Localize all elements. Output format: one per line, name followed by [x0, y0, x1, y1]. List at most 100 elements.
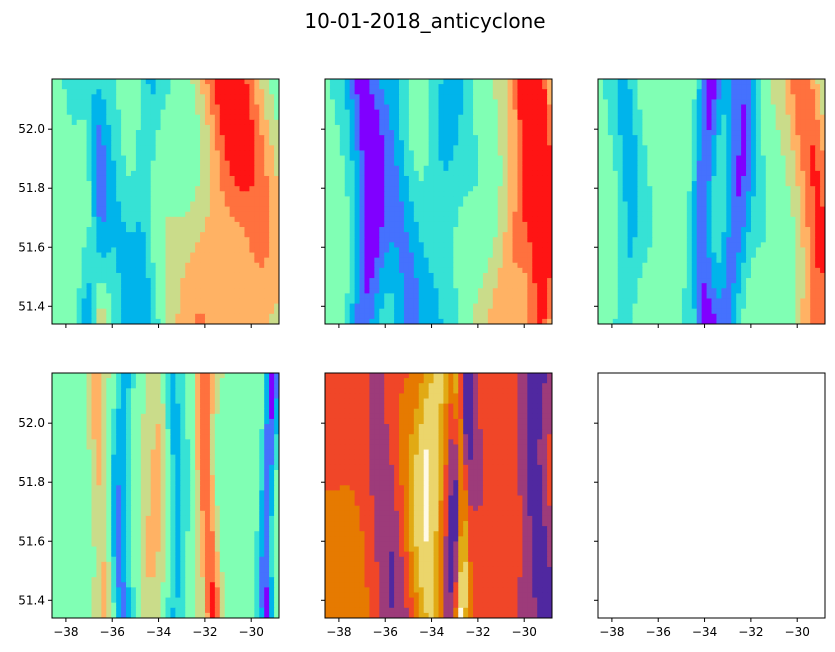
contour-cell — [56, 298, 63, 305]
contour-cell — [438, 155, 445, 162]
contour-cell — [497, 227, 504, 233]
contour-cell — [170, 206, 176, 213]
contour-cell — [408, 160, 415, 167]
contour-cell — [170, 216, 176, 223]
contour-cell — [56, 318, 63, 324]
contour-cell — [76, 191, 83, 197]
contour-cell — [81, 201, 88, 208]
contour-cell — [155, 288, 162, 294]
contour-cell — [622, 84, 629, 90]
contour-cell — [413, 283, 420, 289]
contour-cell — [140, 288, 147, 294]
contour-cell — [52, 298, 58, 305]
contour-cell — [517, 84, 523, 90]
contour-cell — [468, 119, 474, 126]
contour-cell — [219, 242, 226, 249]
contour-cell — [547, 124, 552, 131]
contour-cell — [71, 145, 78, 152]
contour-cell — [170, 130, 176, 136]
contour-cell — [359, 104, 366, 111]
contour-cell — [135, 221, 142, 228]
contour-cell — [224, 201, 231, 208]
contour-cell — [522, 313, 528, 320]
contour-cell — [160, 124, 167, 131]
contour-cell — [209, 232, 216, 238]
contour-cell — [209, 272, 216, 279]
contour-cell — [269, 252, 275, 259]
contour-cell — [487, 318, 494, 324]
contour-cell — [130, 181, 137, 187]
contour-cell — [547, 247, 552, 254]
contour-cell — [195, 298, 201, 305]
contour-cell — [497, 79, 504, 85]
contour-cell — [443, 175, 449, 182]
contour-cell — [150, 252, 157, 259]
contour-cell — [760, 104, 767, 111]
contour-cell — [56, 221, 63, 228]
contour-cell — [155, 262, 162, 269]
contour-cell — [190, 196, 196, 203]
contour-cell — [765, 89, 772, 95]
contour-cell — [239, 272, 246, 279]
contour-cell — [507, 201, 514, 208]
contour-cell — [374, 303, 380, 310]
contour-cell — [527, 303, 533, 310]
contour-cell — [339, 216, 346, 223]
contour-cell — [325, 318, 331, 324]
contour-cell — [394, 232, 400, 238]
contour-cell — [458, 293, 464, 300]
contour-cell — [369, 267, 375, 274]
contour-cell — [269, 278, 275, 284]
contour-cell — [200, 170, 206, 177]
contour-cell — [325, 89, 331, 95]
contour-cell — [334, 303, 341, 310]
contour-cell — [433, 79, 440, 85]
contour-cell — [760, 109, 767, 116]
contour-cell — [662, 84, 668, 90]
contour-cell — [239, 119, 246, 126]
contour-cell — [487, 84, 494, 90]
contour-cell — [254, 104, 260, 111]
contour-cell — [359, 252, 366, 259]
contour-cell — [145, 89, 152, 95]
contour-cell — [477, 150, 484, 157]
contour-cell — [374, 89, 380, 95]
contour-cell — [111, 104, 117, 111]
contour-cell — [468, 84, 474, 90]
contour-cell — [721, 89, 727, 95]
contour-cell — [487, 303, 494, 310]
contour-cell — [805, 94, 811, 101]
contour-cell — [56, 267, 63, 274]
contour-cell — [121, 201, 127, 208]
contour-cell — [126, 130, 132, 136]
contour-cell — [507, 150, 514, 157]
contour-cell — [111, 216, 117, 223]
contour-cell — [274, 170, 279, 177]
contour-cell — [433, 191, 440, 197]
contour-cell — [785, 104, 792, 111]
contour-cell — [116, 206, 122, 213]
contour-cell — [477, 283, 484, 289]
contour-cell — [418, 227, 425, 233]
contour-cell — [204, 160, 211, 167]
contour-cell — [354, 130, 361, 136]
contour-cell — [746, 94, 752, 101]
contour-cell — [770, 135, 777, 141]
contour-cell — [135, 298, 142, 305]
contour-cell — [497, 94, 504, 101]
contour-cell — [135, 272, 142, 279]
contour-cell — [547, 272, 552, 279]
contour-cell — [477, 206, 484, 213]
contour-cell — [349, 140, 356, 146]
contour-cell — [374, 104, 380, 111]
contour-cell — [259, 94, 265, 101]
contour-cell — [647, 89, 653, 95]
contour-cell — [711, 99, 718, 106]
contour-cell — [180, 303, 186, 310]
contour-cell — [394, 298, 400, 305]
contour-cell — [175, 206, 181, 213]
contour-cell — [239, 175, 246, 182]
contour-cell — [160, 89, 167, 95]
contour-cell — [403, 216, 410, 223]
contour-cell — [527, 196, 533, 203]
